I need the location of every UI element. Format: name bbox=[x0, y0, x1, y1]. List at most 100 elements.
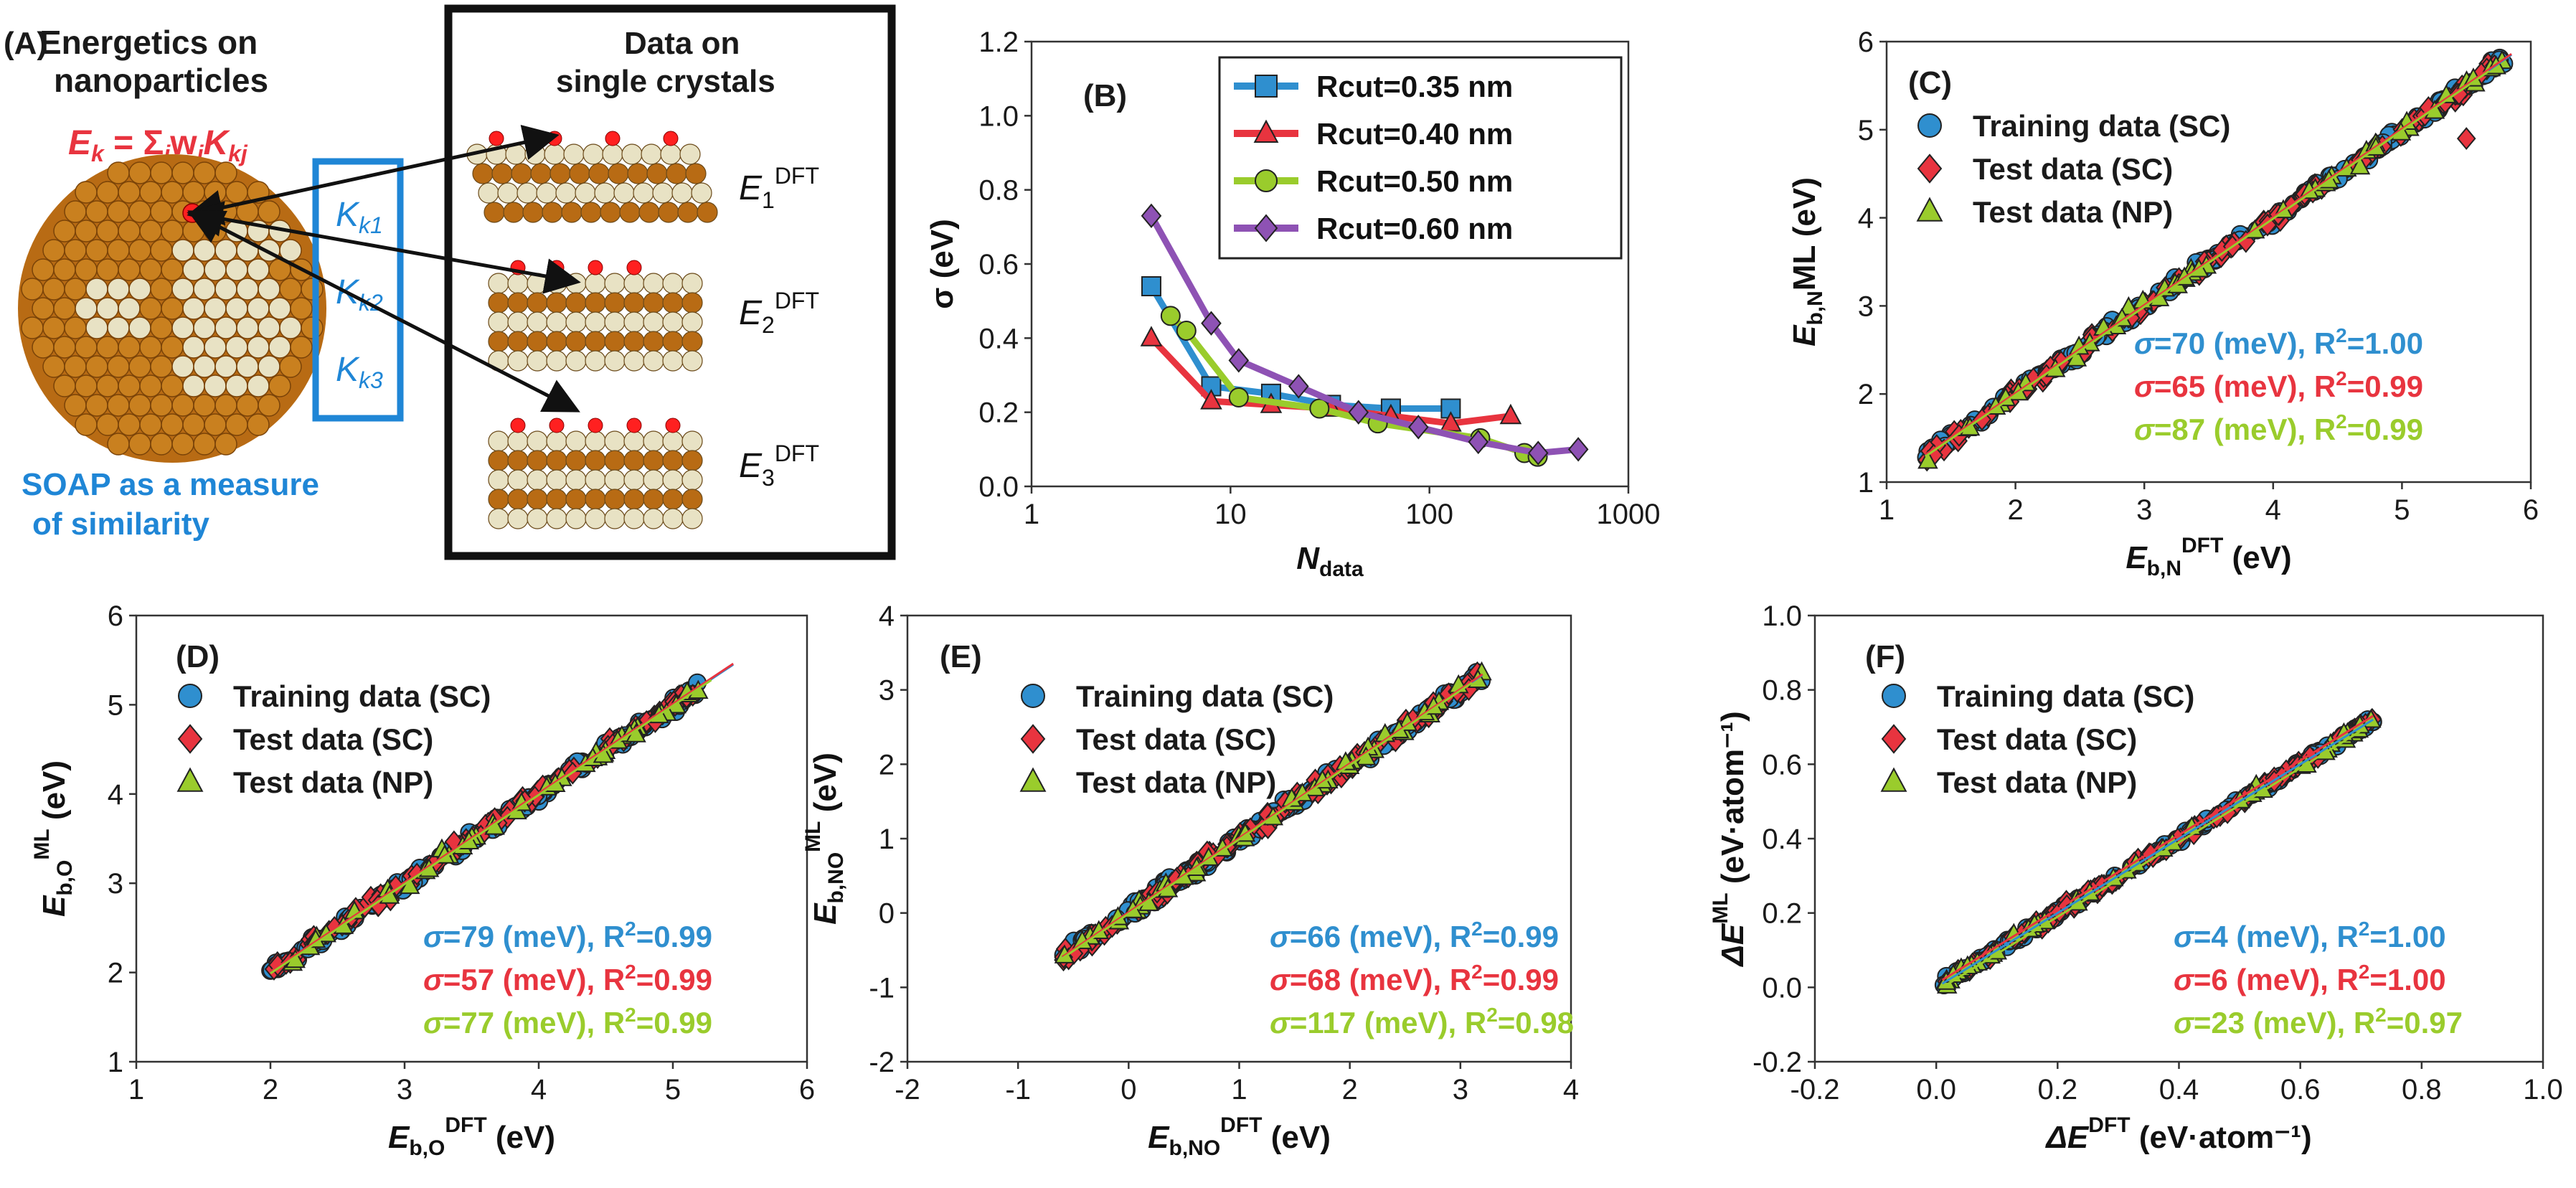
panel-b-xtick: 1 bbox=[1024, 499, 1039, 530]
panel-c-ytick: 3 bbox=[1858, 291, 1874, 322]
panel-f-xtick: 0.8 bbox=[2402, 1074, 2442, 1106]
np-title-line2: nanoparticles bbox=[54, 62, 268, 99]
panel-c-ylabel: Eb,NML (eV) bbox=[1787, 177, 1827, 346]
fit-stat: σ=4 (meV), R2=1.00 bbox=[2174, 918, 2446, 953]
legend-marker bbox=[1019, 767, 1047, 792]
panel-c-xtick: 3 bbox=[2136, 494, 2152, 526]
data-point bbox=[1567, 437, 1589, 462]
panel-a-label: (A) bbox=[4, 26, 47, 61]
fit-stat: σ=57 (meV), R2=0.99 bbox=[423, 961, 712, 996]
panel-b-ytick: 0.2 bbox=[978, 397, 1019, 429]
panel-d-ytick: 1 bbox=[108, 1047, 123, 1078]
fit-stat: σ=65 (meV), R2=0.99 bbox=[2134, 367, 2423, 403]
legend-entry: Test data (NP) bbox=[233, 765, 433, 799]
fit-line-test-np bbox=[1941, 730, 2361, 989]
panel-f: -0.2 0.0 0.2 0.4 0.6 0.8 1.0 -0.2 0.0 0.2 0.4 0.6 0.… bbox=[1709, 600, 2563, 1155]
series-rcut-0-60-nm bbox=[1141, 203, 1589, 466]
kernel-k3: Kk3 bbox=[336, 351, 383, 393]
sc-title-line1: Data on bbox=[624, 26, 740, 61]
panel-b-ylabel: σ (eV) bbox=[925, 219, 960, 308]
data-point bbox=[1176, 321, 1197, 341]
legend-marker bbox=[1020, 724, 1046, 754]
panel-d-xtick: 3 bbox=[397, 1074, 412, 1106]
legend-entry: Test data (SC) bbox=[1973, 152, 2173, 186]
data-point bbox=[1160, 306, 1181, 326]
series-rcut-0-35-nm bbox=[1141, 276, 1461, 419]
legend-entry: Rcut=0.50 nm bbox=[1316, 164, 1513, 198]
energy-e3: E3DFT bbox=[739, 440, 819, 491]
panel-b-ytick: 1.2 bbox=[978, 27, 1019, 58]
panel-e-ytick: 2 bbox=[879, 749, 895, 781]
legend-marker bbox=[1882, 684, 1906, 708]
data-point bbox=[1348, 400, 1369, 425]
panel-b-ytick: 0.8 bbox=[978, 175, 1019, 207]
data-point bbox=[1201, 311, 1222, 336]
panel-c: 1 2 3 4 5 6 1 2 3 4 5 6 Eb,NDFT (eV) Eb,NML (eV) (C) Tr… bbox=[1787, 27, 2539, 580]
panel-d: 1 2 3 4 5 6 1 2 3 4 5 6 Eb,ODFT (eV) Eb,OML (eV) (D) Tr… bbox=[30, 600, 815, 1160]
fit-stat: σ=6 (meV), R2=1.00 bbox=[2174, 961, 2446, 996]
panel-b-ytick: 0.4 bbox=[978, 323, 1019, 354]
legend-marker bbox=[1253, 119, 1279, 143]
panel-e-ytick: 4 bbox=[879, 600, 895, 632]
crystal-slab-2 bbox=[488, 260, 703, 372]
crystal-slab-1 bbox=[466, 131, 718, 223]
panel-e-ytick: 1 bbox=[879, 824, 895, 855]
legend-marker bbox=[1254, 214, 1278, 242]
panel-d-xtick: 2 bbox=[263, 1074, 278, 1106]
panel-c-label: (C) bbox=[1908, 65, 1952, 100]
fit-stat: σ=70 (meV), R2=1.00 bbox=[2134, 324, 2423, 360]
data-point bbox=[1140, 326, 1163, 346]
test-np-point bbox=[1917, 449, 1938, 469]
soap-caption-line2: of similarity bbox=[32, 506, 209, 542]
panel-b-xtick: 100 bbox=[1405, 499, 1453, 530]
panel-e-ylabel: Eb,NOML (eV) bbox=[801, 753, 848, 925]
legend-marker bbox=[1917, 154, 1943, 184]
soap-caption-line1: SOAP as a measure bbox=[22, 467, 319, 502]
panel-d-plot-area bbox=[135, 614, 808, 1063]
legend-marker bbox=[1255, 75, 1278, 98]
fit-line-test-np bbox=[270, 679, 712, 975]
panel-f-xtick: 0.0 bbox=[1916, 1074, 1956, 1106]
panel-e-xtick: 4 bbox=[1563, 1074, 1579, 1106]
panel-d-xtick: 6 bbox=[799, 1074, 815, 1106]
panel-f-xtick: 0.2 bbox=[2038, 1074, 2078, 1106]
panel-b-xtick: 10 bbox=[1214, 499, 1247, 530]
legend-entry: Training data (SC) bbox=[233, 679, 491, 713]
fit-stat: σ=68 (meV), R2=0.99 bbox=[1270, 961, 1559, 996]
panel-e-ytick: 0 bbox=[879, 898, 895, 930]
data-point bbox=[1288, 374, 1309, 399]
panel-f-ytick: 1.0 bbox=[1762, 600, 1802, 632]
panel-d-ylabel: Eb,OML (eV) bbox=[30, 760, 77, 917]
fit-stat: σ=87 (meV), R2=0.99 bbox=[2134, 410, 2423, 446]
legend-marker bbox=[1880, 767, 1907, 792]
panel-c-xtick: 5 bbox=[2394, 494, 2410, 526]
panel-f-ytick: 0.4 bbox=[1762, 824, 1802, 855]
panel-f-xlabel: ΔEDFT (eV·atom⁻¹) bbox=[2044, 1113, 2311, 1155]
panel-f-xtick: 0.4 bbox=[2159, 1074, 2199, 1106]
panel-d-ytick: 6 bbox=[108, 600, 123, 632]
panel-d-xtick: 4 bbox=[531, 1074, 547, 1106]
legend-marker bbox=[1255, 169, 1278, 192]
panel-e-xtick: 0 bbox=[1120, 1074, 1136, 1106]
panel-c-xtick: 6 bbox=[2523, 494, 2539, 526]
legend-entry: Training data (SC) bbox=[1973, 109, 2230, 143]
fit-stat: σ=77 (meV), R2=0.99 bbox=[423, 1004, 712, 1040]
energy-e1: E1DFT bbox=[739, 163, 819, 213]
fit-line-training bbox=[1941, 718, 2374, 985]
panel-c-xtick: 2 bbox=[2007, 494, 2023, 526]
panel-e-xtick: 2 bbox=[1342, 1074, 1358, 1106]
panel-f-ytick: 0.6 bbox=[1762, 749, 1802, 781]
data-point bbox=[1527, 440, 1549, 466]
fit-line-test-sc bbox=[1941, 715, 2374, 981]
legend-entry: Training data (SC) bbox=[1076, 679, 1334, 713]
panel-d-xtick: 1 bbox=[128, 1074, 144, 1106]
panel-f-label: (F) bbox=[1865, 639, 1905, 674]
panel-f-ylabel: ΔEML (eV·atom⁻¹) bbox=[1709, 711, 1750, 967]
test-sc-point bbox=[1064, 942, 1084, 966]
fit-line-test-sc bbox=[1061, 673, 1483, 958]
panel-c-xlabel: Eb,NDFT (eV) bbox=[2126, 534, 2291, 580]
fit-line-test-np bbox=[1061, 682, 1473, 960]
sc-title-line2: single crystals bbox=[556, 64, 775, 99]
panel-c-ytick: 1 bbox=[1858, 467, 1874, 499]
panel-b-xtick: 1000 bbox=[1597, 499, 1661, 530]
